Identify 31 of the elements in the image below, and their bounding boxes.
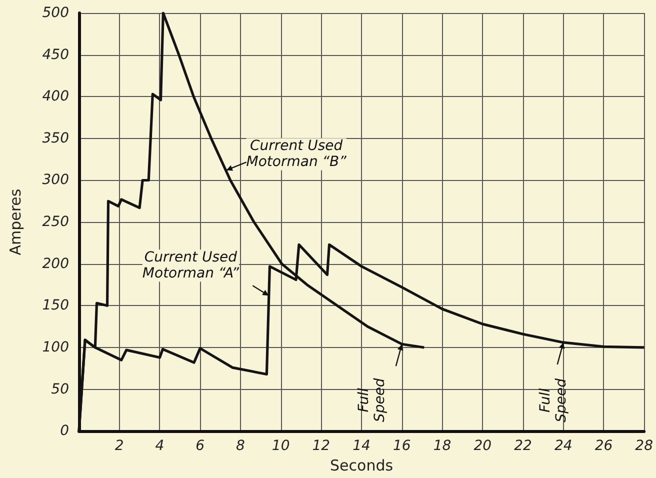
y-tick-label: 500	[42, 5, 70, 21]
x-tick-label: 28	[635, 438, 654, 454]
x-tick-label: 14	[352, 438, 370, 454]
x-tick-label: 2	[114, 438, 124, 454]
x-tick-label: 16	[392, 438, 411, 454]
annotation: Current Used Motorman “B”	[246, 138, 348, 170]
x-tick-label: 6	[196, 438, 205, 454]
x-tick-label: 18	[433, 438, 452, 454]
annotation: Full Speed	[537, 378, 570, 422]
y-tick-label: 400	[42, 88, 70, 105]
y-tick-label: 450	[42, 46, 70, 63]
y-tick-label: 50	[51, 381, 70, 398]
x-tick-label: 10	[272, 438, 290, 454]
y-tick-label: 300	[42, 172, 70, 188]
x-tick-label: 26	[594, 438, 613, 454]
y-tick-label: 150	[42, 298, 70, 314]
y-tick-label: 0	[60, 423, 70, 440]
x-axis-title: Seconds	[330, 456, 394, 474]
y-tick-label: 100	[42, 339, 70, 356]
y-tick-label: 250	[42, 214, 70, 230]
x-tick-label: 24	[554, 438, 572, 454]
x-tick-label: 12	[312, 438, 330, 454]
y-tick-label: 350	[42, 130, 70, 146]
x-tick-label: 4	[155, 438, 164, 454]
y-axis-title: Amperes	[6, 188, 24, 256]
annotation: Current Used Motorman “A”	[142, 250, 240, 282]
x-tick-label: 8	[236, 438, 245, 454]
y-tick-label: 200	[42, 256, 70, 272]
x-tick-label: 22	[514, 438, 532, 454]
x-tick-label: 20	[474, 438, 492, 454]
annotation: Full Speed	[356, 378, 388, 422]
